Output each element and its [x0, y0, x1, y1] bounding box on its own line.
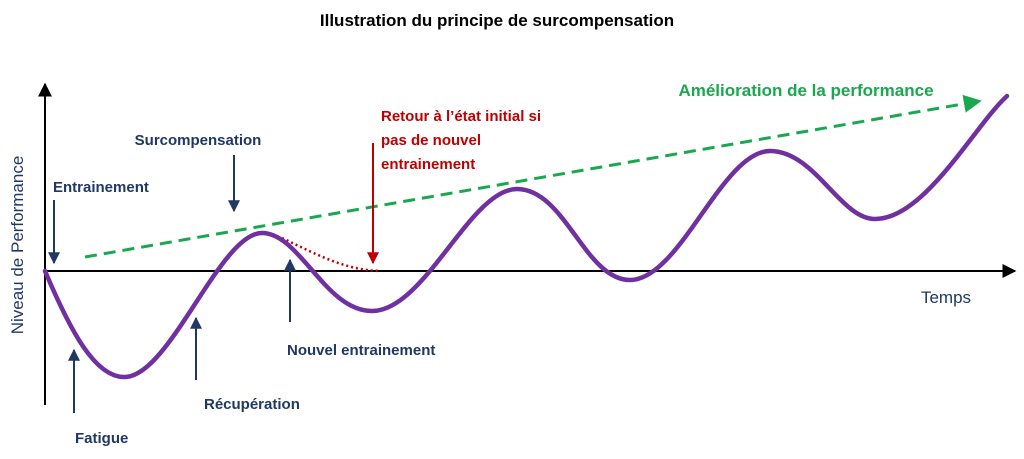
- supercompensation-label: Surcompensation: [135, 132, 262, 149]
- y-axis-label: Niveau de Performance: [8, 156, 27, 335]
- return-initial-state-label-line1: Retour à l’état initial si: [381, 108, 541, 125]
- performance-curve: [42, 93, 1010, 380]
- fatigue-label: Fatigue: [75, 430, 128, 447]
- x-axis-label: Temps: [921, 288, 971, 307]
- return-initial-state-curve: [281, 236, 381, 273]
- recovery-label: Récupération: [204, 396, 300, 413]
- new-training-label: Nouvel entrainement: [287, 342, 435, 359]
- return-initial-state-label-line2: pas de nouvel: [381, 132, 481, 149]
- training-label: Entrainement: [53, 179, 149, 196]
- diagram-title: Illustration du principe de surcompensat…: [320, 11, 674, 30]
- performance-improvement-label: Amélioration de la performance: [678, 81, 933, 100]
- return-initial-state-label-line3: entrainement: [381, 156, 475, 173]
